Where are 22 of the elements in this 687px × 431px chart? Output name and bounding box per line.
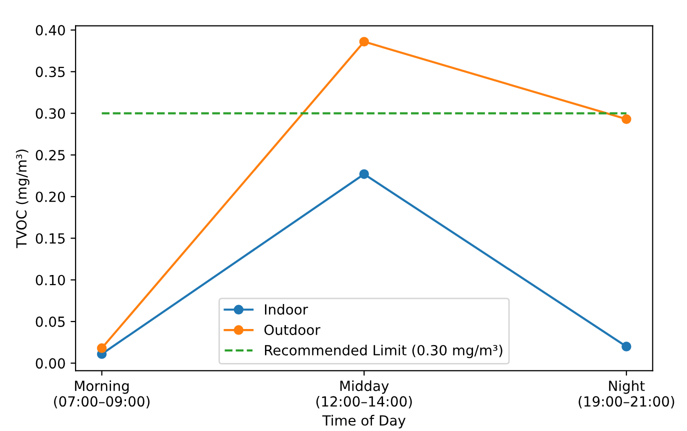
x-axis-title: Time of Day [322, 414, 406, 428]
legend-label: Indoor [264, 304, 308, 315]
y-tick-label: 0.10 [36, 274, 65, 286]
y-axis-title: TVOC (mg/m³) [16, 150, 30, 248]
y-tick-label: 0.25 [36, 150, 65, 160]
y-tick-label: 0.05 [36, 316, 65, 327]
legend-label: Outdoor [264, 324, 320, 336]
y-tick-label: 0.00 [36, 358, 65, 369]
x-tick-label: Midday (12:00–14:00) [316, 380, 412, 408]
y-tick-label: 0.35 [36, 66, 65, 78]
legend-label: Recommended Limit (0.30 mg/m³) [264, 344, 502, 358]
x-tick-label: Morning (07:00–09:00) [54, 380, 150, 408]
point [359, 169, 369, 179]
y-tick-label: 0.30 [36, 108, 65, 119]
point [96, 343, 107, 354]
point [359, 36, 369, 47]
y-tick-label: 0.40 [36, 24, 65, 36]
y-tick-label: 0.20 [36, 192, 65, 202]
point [622, 114, 632, 124]
x-tick-label: Night (19:00–21:00) [578, 380, 674, 408]
y-tick-label: 0.15 [36, 233, 65, 244]
point [622, 342, 632, 352]
